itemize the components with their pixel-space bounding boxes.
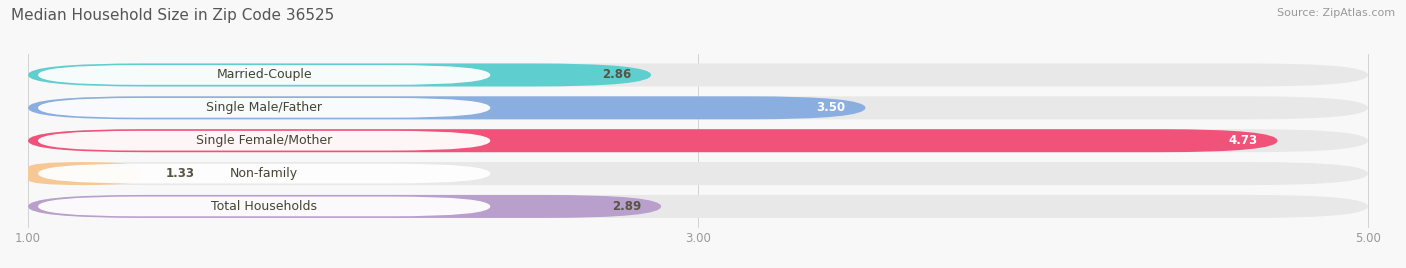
Text: Married-Couple: Married-Couple [217,68,312,81]
Text: Single Female/Mother: Single Female/Mother [195,134,332,147]
FancyBboxPatch shape [28,64,651,87]
FancyBboxPatch shape [28,64,1368,87]
Text: Total Households: Total Households [211,200,318,213]
Text: Non-family: Non-family [231,167,298,180]
FancyBboxPatch shape [28,195,1368,218]
Text: 4.73: 4.73 [1229,134,1257,147]
FancyBboxPatch shape [28,195,661,218]
Text: Median Household Size in Zip Code 36525: Median Household Size in Zip Code 36525 [11,8,335,23]
FancyBboxPatch shape [28,162,139,185]
FancyBboxPatch shape [38,98,491,118]
FancyBboxPatch shape [38,196,491,216]
FancyBboxPatch shape [28,96,1368,119]
Text: 2.89: 2.89 [612,200,641,213]
Text: Source: ZipAtlas.com: Source: ZipAtlas.com [1277,8,1395,18]
FancyBboxPatch shape [38,164,491,183]
FancyBboxPatch shape [38,131,491,151]
FancyBboxPatch shape [28,129,1278,152]
FancyBboxPatch shape [28,129,1368,152]
FancyBboxPatch shape [28,162,1368,185]
FancyBboxPatch shape [38,65,491,85]
Text: Single Male/Father: Single Male/Father [207,101,322,114]
Text: 2.86: 2.86 [602,68,631,81]
Text: 1.33: 1.33 [166,167,194,180]
Text: 3.50: 3.50 [817,101,845,114]
FancyBboxPatch shape [28,96,866,119]
